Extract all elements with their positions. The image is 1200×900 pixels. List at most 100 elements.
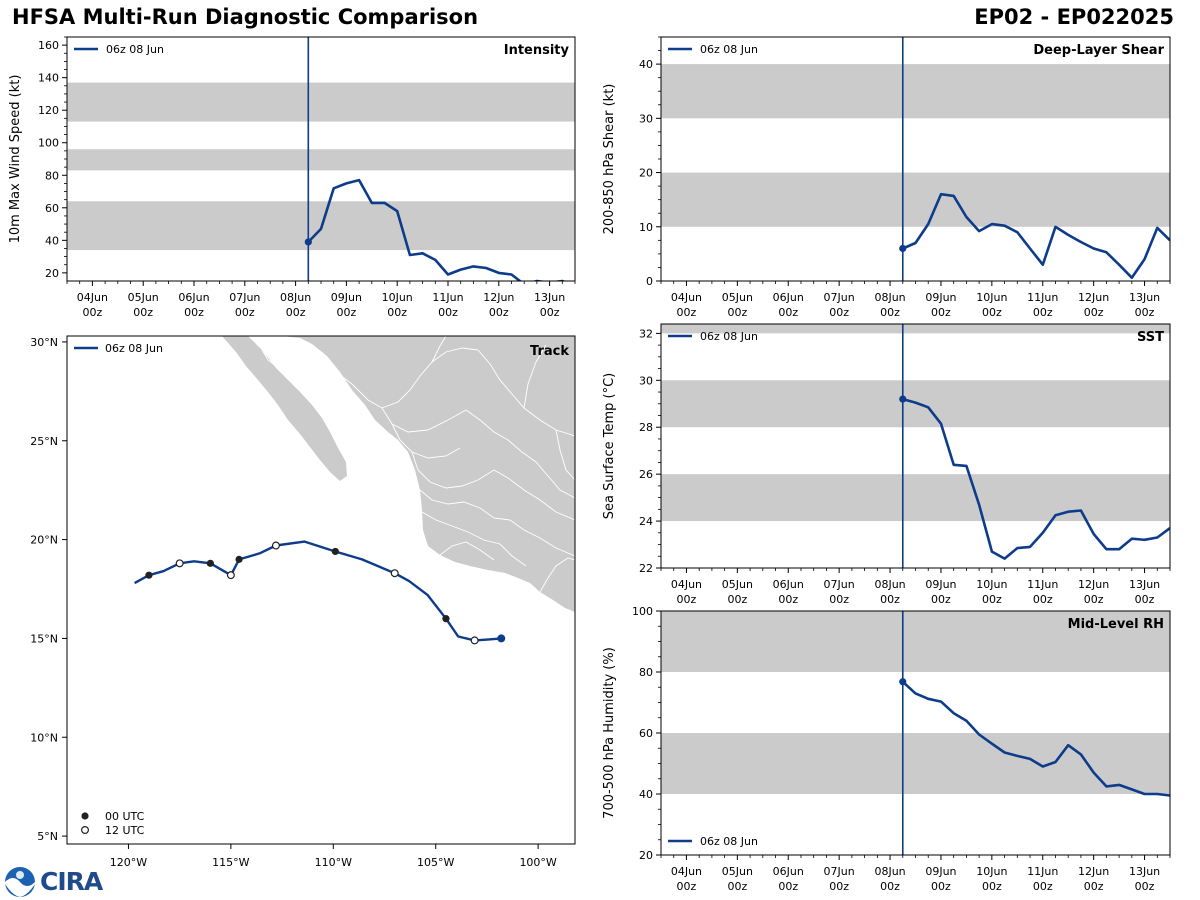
shear-panel: 0 10 20 30 40 04Jun 00z 05Jun 00z 06Jun 00z 07Jun 00… [602, 36, 1171, 319]
sst-xtick-label-date: 06Jun [773, 578, 804, 591]
rh-plot-area [661, 611, 1170, 855]
shear-ytick-label: 30 [639, 112, 653, 125]
track-init-point [497, 634, 506, 643]
intensity-ytick-label: 40 [45, 234, 59, 247]
intensity-ytick-label: 140 [38, 72, 59, 85]
track-point-00utc [145, 571, 153, 579]
rh-legend-label: 06z 08 Jun [700, 835, 758, 848]
shear-legend-label: 06z 08 Jun [700, 43, 758, 56]
rh-ytick-label: 80 [639, 666, 653, 679]
intensity-xtick-label-date: 06Jun [178, 291, 209, 304]
intensity-xtick-label-date: 09Jun [331, 291, 362, 304]
sst-legend-label: 06z 08 Jun [700, 330, 758, 343]
intensity-xtick-label-hour: 00z [286, 306, 306, 319]
sst-xtick-label-hour: 00z [727, 593, 747, 606]
intensity-xtick-label-date: 10Jun [382, 291, 413, 304]
intensity-ylabel: 10m Max Wind Speed (kt) [8, 75, 23, 244]
intensity-xtick-label-date: 11Jun [432, 291, 463, 304]
sst-xtick-label-hour: 00z [880, 593, 900, 606]
rh-init-point [899, 678, 907, 686]
intensity-xtick-label-date: 08Jun [280, 291, 311, 304]
track-point-12utc [271, 541, 280, 550]
shear-band-1 [661, 64, 1170, 119]
rh-xtick-label-hour: 00z [982, 880, 1002, 893]
shear-xtick-label-hour: 00z [727, 306, 747, 319]
rh-xtick-label-date: 08Jun [874, 865, 905, 878]
track-ytick-label: 25°N [30, 435, 58, 448]
shear-panel-title: Deep-Layer Shear [1033, 43, 1164, 58]
sst-xtick-label-date: 08Jun [874, 578, 905, 591]
track-xtick-label: 120°W [110, 856, 147, 869]
shear-xtick-label-date: 07Jun [824, 291, 855, 304]
sst-init-point [899, 395, 907, 403]
track-xtick-label: 100°W [519, 856, 556, 869]
shear-plot-area [661, 37, 1170, 281]
shear-xtick-label-hour: 00z [1135, 306, 1155, 319]
rh-xtick-label-hour: 00z [727, 880, 747, 893]
intensity-ytick-label: 20 [45, 267, 59, 280]
rh-xtick-label-date: 13Jun [1129, 865, 1160, 878]
shear-xtick-label-date: 05Jun [722, 291, 753, 304]
rh-xtick-label-hour: 00z [1135, 880, 1155, 893]
sst-xtick-label-date: 07Jun [824, 578, 855, 591]
page-title: HFSA Multi-Run Diagnostic Comparison [12, 5, 479, 29]
intensity-ytick-label: 80 [45, 169, 59, 182]
intensity-plot-area [67, 37, 575, 281]
track-point-00utc [442, 615, 450, 623]
intensity-xtick-label-hour: 00z [387, 306, 407, 319]
shear-init-point [899, 244, 907, 253]
rh-panel-title: Mid-Level RH [1068, 617, 1164, 632]
sst-ytick-label: 30 [639, 374, 653, 387]
sst-xtick-label-date: 11Jun [1027, 578, 1058, 591]
intensity-xtick-label-hour: 00z [438, 306, 458, 319]
intensity-xtick-label-hour: 00z [133, 306, 153, 319]
rh-band-0 [661, 733, 1170, 794]
track-point-00utc [331, 547, 339, 556]
rh-ytick-label: 20 [639, 849, 653, 862]
sst-xtick-label-date: 12Jun [1078, 578, 1109, 591]
sst-panel: 22 24 26 28 30 32 04Jun 00z 05Jun 00z 06Jun 00z 07Ju… [602, 323, 1171, 606]
track-point-12utc [390, 569, 399, 578]
track-xtick-label: 115°W [212, 856, 249, 869]
rh-series-line [901, 680, 1170, 797]
intensity-panel-title: Intensity [504, 43, 570, 58]
sst-band-2 [661, 324, 1170, 334]
rh-ytick-label: 40 [639, 788, 653, 801]
cira-logo: CIRA [40, 867, 103, 896]
track-panel: 120°W 115°W 110°W 105°W 100°W 5°N 10°N 15°N 20°N… [30, 335, 576, 869]
rh-band-1 [661, 611, 1170, 672]
rh-ytick-label: 100 [632, 605, 653, 618]
legend-00utc-marker [81, 812, 89, 820]
sst-ytick-label: 32 [639, 327, 653, 340]
sst-xtick-label-hour: 00z [931, 593, 951, 606]
shear-xtick-label-hour: 00z [829, 306, 849, 319]
intensity-xtick-label-hour: 00z [235, 306, 255, 319]
shear-xtick-label-hour: 00z [931, 306, 951, 319]
track-ytick-label: 5°N [37, 830, 58, 843]
shear-xtick-label-date: 12Jun [1078, 291, 1109, 304]
sst-ylabel: Sea Surface Temp (°C) [602, 373, 617, 520]
sst-xtick-label-date: 10Jun [976, 578, 1007, 591]
sst-xtick-label-date: 05Jun [722, 578, 753, 591]
shear-xtick-label-date: 08Jun [874, 291, 905, 304]
noaa-logo [5, 867, 35, 897]
intensity-panel: 20 40 60 80 100 120 140 160 04Jun 00z 05Jun 00z 06Ju… [8, 36, 576, 319]
track-point-00utc [206, 559, 214, 567]
intensity-series-line [307, 178, 566, 281]
shear-xtick-label-hour: 00z [1084, 306, 1104, 319]
shear-xtick-label-hour: 00z [982, 306, 1002, 319]
intensity-xtick-label-date: 13Jun [534, 291, 565, 304]
shear-xtick-label-date: 04Jun [671, 291, 702, 304]
legend-00utc-label: 00 UTC [105, 810, 145, 823]
rh-xtick-label-date: 04Jun [671, 865, 702, 878]
shear-xtick-label-date: 11Jun [1027, 291, 1058, 304]
rh-xtick-label-date: 07Jun [824, 865, 855, 878]
shear-xtick-label-date: 09Jun [925, 291, 956, 304]
sst-series-line [902, 397, 1170, 560]
rh-xtick-label-date: 12Jun [1078, 865, 1109, 878]
intensity-xtick-label-hour: 00z [540, 306, 560, 319]
intensity-init-point [304, 238, 312, 246]
rh-xtick-label-date: 11Jun [1027, 865, 1058, 878]
track-ytick-label: 15°N [30, 632, 58, 645]
sst-ytick-label: 22 [639, 562, 653, 575]
